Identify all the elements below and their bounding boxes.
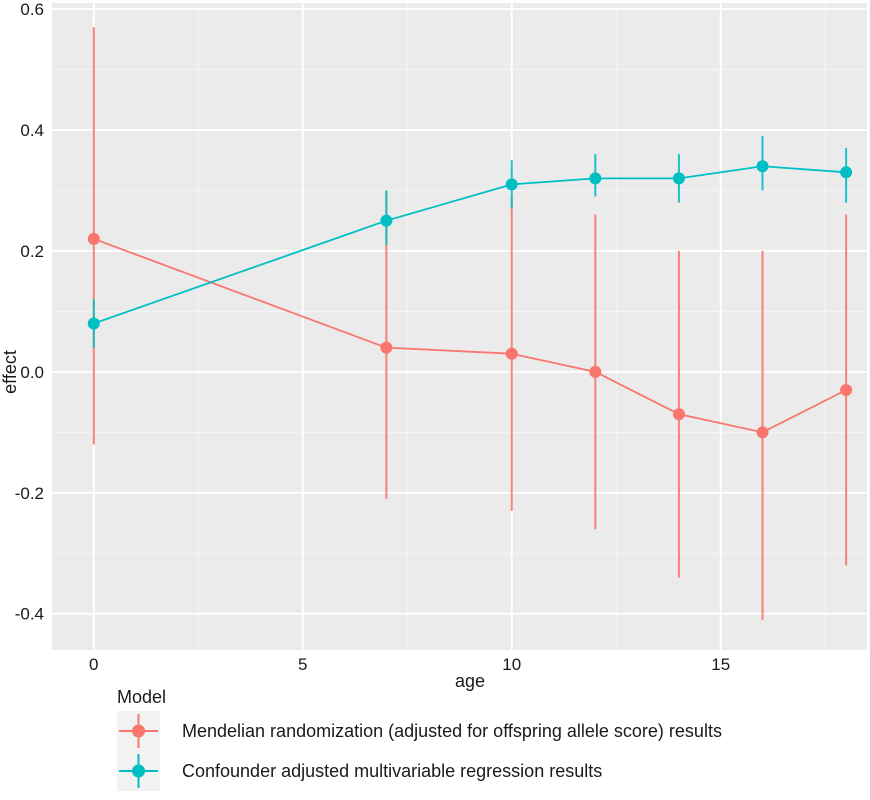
data-point [505, 178, 518, 191]
data-point [756, 426, 769, 439]
data-point [672, 408, 685, 421]
data-point [505, 347, 518, 360]
y-tick-label: 0.6 [20, 0, 44, 19]
x-tick-label: 15 [711, 655, 730, 674]
data-point [840, 166, 853, 179]
x-tick-labels: 0 5 10 15 [89, 655, 730, 674]
y-tick-label: 0.2 [20, 242, 44, 261]
data-point [756, 160, 769, 173]
data-point [589, 365, 602, 378]
legend-label: Confounder adjusted multivariable regres… [182, 761, 602, 781]
y-tick-label: 0.4 [20, 121, 44, 140]
y-tick-label: -0.2 [15, 484, 44, 503]
legend-item: Confounder adjusted multivariable regres… [117, 751, 602, 791]
legend-key-point [132, 724, 145, 738]
plot-panel [52, 3, 867, 650]
y-tick-label: -0.4 [15, 605, 44, 624]
legend-label: Mendelian randomization (adjusted for of… [182, 721, 722, 741]
data-point [380, 214, 393, 227]
x-tick-label: 5 [298, 655, 307, 674]
series-points [87, 160, 853, 439]
legend-item: Mendelian randomization (adjusted for of… [117, 711, 722, 751]
grid-minor [52, 3, 867, 650]
data-point [87, 317, 100, 330]
y-tick-labels: 0.6 0.4 0.2 0.0 -0.2 -0.4 [15, 0, 44, 624]
legend: Model Mendelian randomization (adjusted … [117, 687, 722, 791]
x-tick-label: 10 [502, 655, 521, 674]
data-point [87, 232, 100, 245]
x-tick-label: 0 [89, 655, 98, 674]
x-axis-title: age [455, 671, 485, 691]
y-tick-label: 0.0 [20, 363, 44, 382]
data-point [672, 172, 685, 185]
data-point [840, 383, 853, 396]
legend-key-point [132, 764, 145, 778]
y-axis-title: effect [0, 350, 20, 394]
data-point [380, 341, 393, 354]
data-point [589, 172, 602, 185]
legend-title: Model [117, 687, 166, 707]
